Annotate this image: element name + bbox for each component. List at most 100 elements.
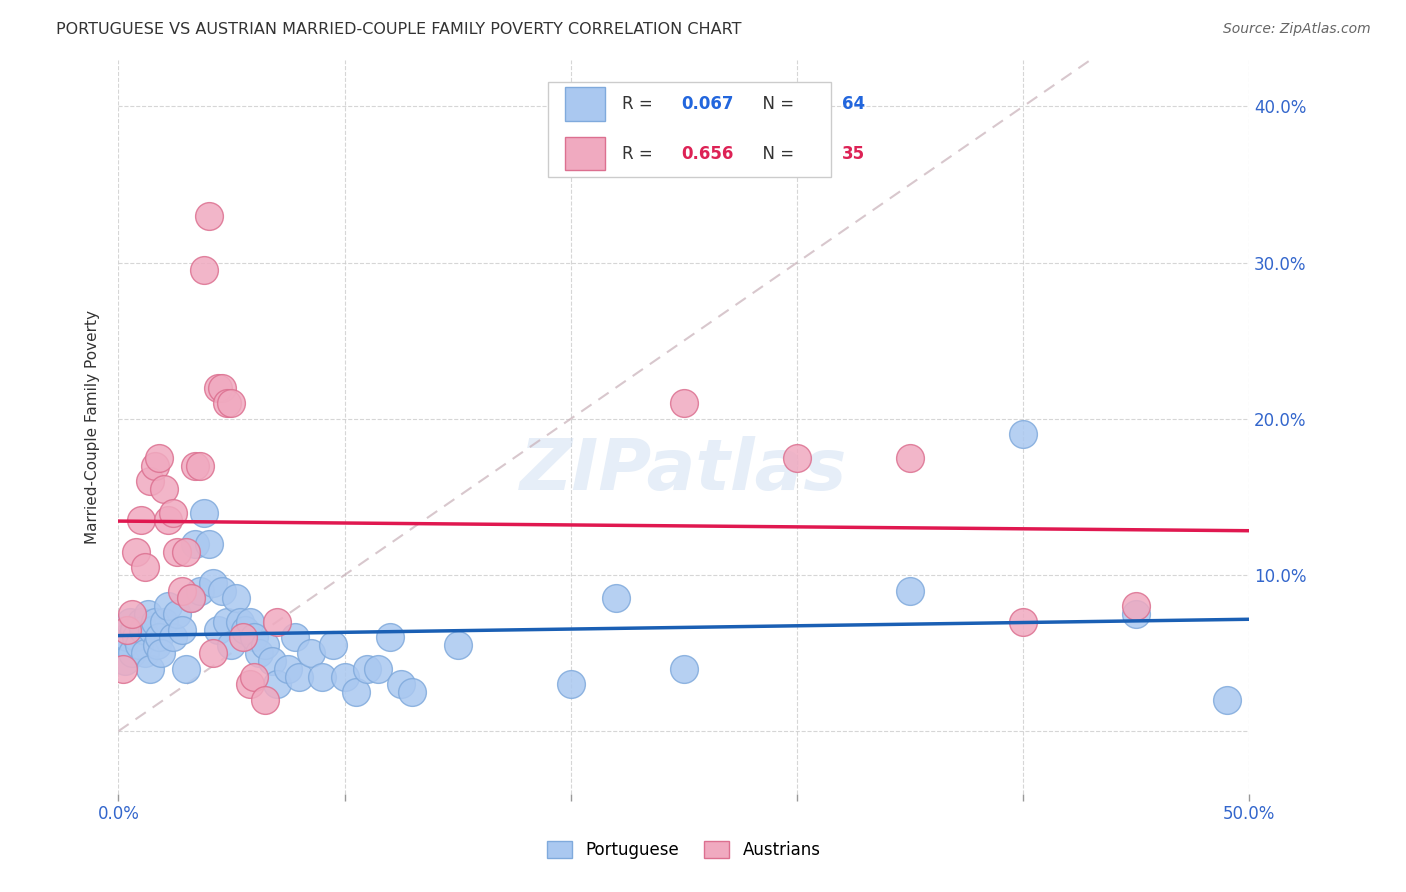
Point [311, 669, 333, 683]
Point [198, 209, 221, 223]
Point [215, 396, 238, 410]
Point [128, 638, 150, 652]
Text: Source: ZipAtlas.com: Source: ZipAtlas.com [1223, 22, 1371, 37]
Point [152, 482, 174, 496]
Point [157, 513, 180, 527]
Point [225, 591, 247, 606]
Point [139, 662, 162, 676]
Point [898, 583, 921, 598]
Text: 64: 64 [842, 95, 865, 113]
Point [238, 677, 260, 691]
Point [146, 638, 169, 652]
Point [232, 631, 254, 645]
Text: 35: 35 [842, 145, 865, 162]
Point [333, 669, 356, 683]
Point [148, 631, 170, 645]
Legend: Portuguese, Austrians: Portuguese, Austrians [547, 840, 821, 859]
Point [229, 615, 252, 629]
Point [238, 615, 260, 629]
Point [243, 631, 266, 645]
Point [1012, 427, 1035, 442]
Point [401, 685, 423, 699]
Point [202, 575, 225, 590]
Point [166, 607, 188, 621]
Point [247, 646, 270, 660]
Point [299, 646, 322, 660]
Point [215, 615, 238, 629]
Point [170, 583, 193, 598]
Point [207, 381, 229, 395]
Point [162, 506, 184, 520]
Text: 0.067: 0.067 [682, 95, 734, 113]
Point [174, 544, 197, 558]
Point [446, 638, 468, 652]
Point [122, 623, 145, 637]
Point [233, 623, 256, 637]
Point [367, 662, 389, 676]
Point [184, 537, 207, 551]
Point [111, 638, 134, 652]
Point [170, 623, 193, 637]
Point [672, 662, 695, 676]
Point [262, 654, 284, 668]
Point [207, 623, 229, 637]
Point [148, 450, 170, 465]
Point [254, 693, 277, 707]
Point [672, 396, 695, 410]
Point [132, 623, 155, 637]
Text: R =: R = [621, 145, 658, 162]
Point [1125, 599, 1147, 614]
Text: N =: N = [752, 145, 799, 162]
Point [134, 646, 156, 660]
Point [180, 591, 202, 606]
Point [125, 631, 148, 645]
Point [150, 646, 173, 660]
Point [221, 396, 243, 410]
Point [141, 623, 163, 637]
Point [111, 662, 134, 676]
Point [344, 685, 367, 699]
Point [143, 458, 166, 473]
Text: 0.656: 0.656 [682, 145, 734, 162]
Point [378, 631, 401, 645]
Point [266, 615, 288, 629]
Point [193, 263, 215, 277]
Point [322, 638, 344, 652]
Point [560, 677, 582, 691]
Point [898, 450, 921, 465]
Point [605, 591, 627, 606]
Point [184, 458, 207, 473]
Point [786, 450, 808, 465]
Point [221, 638, 243, 652]
Point [157, 599, 180, 614]
Point [284, 631, 307, 645]
Point [152, 615, 174, 629]
Point [134, 560, 156, 574]
Point [254, 638, 277, 652]
Point [198, 537, 221, 551]
Point [174, 662, 197, 676]
Point [129, 513, 152, 527]
Y-axis label: Married-Couple Family Poverty: Married-Couple Family Poverty [86, 310, 100, 543]
Point [180, 591, 202, 606]
Point [139, 475, 162, 489]
FancyBboxPatch shape [548, 82, 831, 177]
Point [211, 583, 233, 598]
Point [143, 615, 166, 629]
Point [125, 544, 148, 558]
Point [211, 381, 233, 395]
Point [243, 669, 266, 683]
Point [121, 646, 143, 660]
Point [118, 615, 141, 629]
Point [1215, 693, 1237, 707]
FancyBboxPatch shape [565, 136, 605, 169]
Point [356, 662, 378, 676]
Point [389, 677, 412, 691]
Point [117, 623, 139, 637]
Text: PORTUGUESE VS AUSTRIAN MARRIED-COUPLE FAMILY POVERTY CORRELATION CHART: PORTUGUESE VS AUSTRIAN MARRIED-COUPLE FA… [56, 22, 742, 37]
Point [193, 506, 215, 520]
Point [136, 607, 159, 621]
Point [266, 677, 288, 691]
Text: ZIPatlas: ZIPatlas [520, 436, 848, 505]
Text: R =: R = [621, 95, 658, 113]
